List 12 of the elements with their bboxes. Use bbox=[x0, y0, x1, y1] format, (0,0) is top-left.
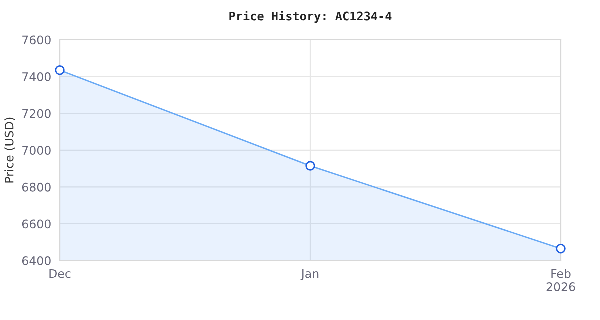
x-tick-label: Dec bbox=[50, 269, 71, 278]
x-tick-label: Jan bbox=[300, 269, 319, 280]
y-tick-label: 6400 bbox=[22, 256, 51, 266]
y-tick-label: 6800 bbox=[22, 182, 51, 192]
chart-title: Price History: AC1234-4 bbox=[230, 10, 392, 23]
y-tick-label: 7400 bbox=[22, 72, 51, 82]
y-tick-label: 7600 bbox=[22, 36, 51, 45]
y-tick-label: 7000 bbox=[22, 146, 51, 156]
x-tick-label: Feb 2026 bbox=[546, 269, 576, 292]
y-tick-label: 6600 bbox=[22, 220, 51, 229]
y-axis-title: Price (USD) bbox=[4, 118, 16, 183]
y-tick-label: 7200 bbox=[22, 109, 51, 118]
